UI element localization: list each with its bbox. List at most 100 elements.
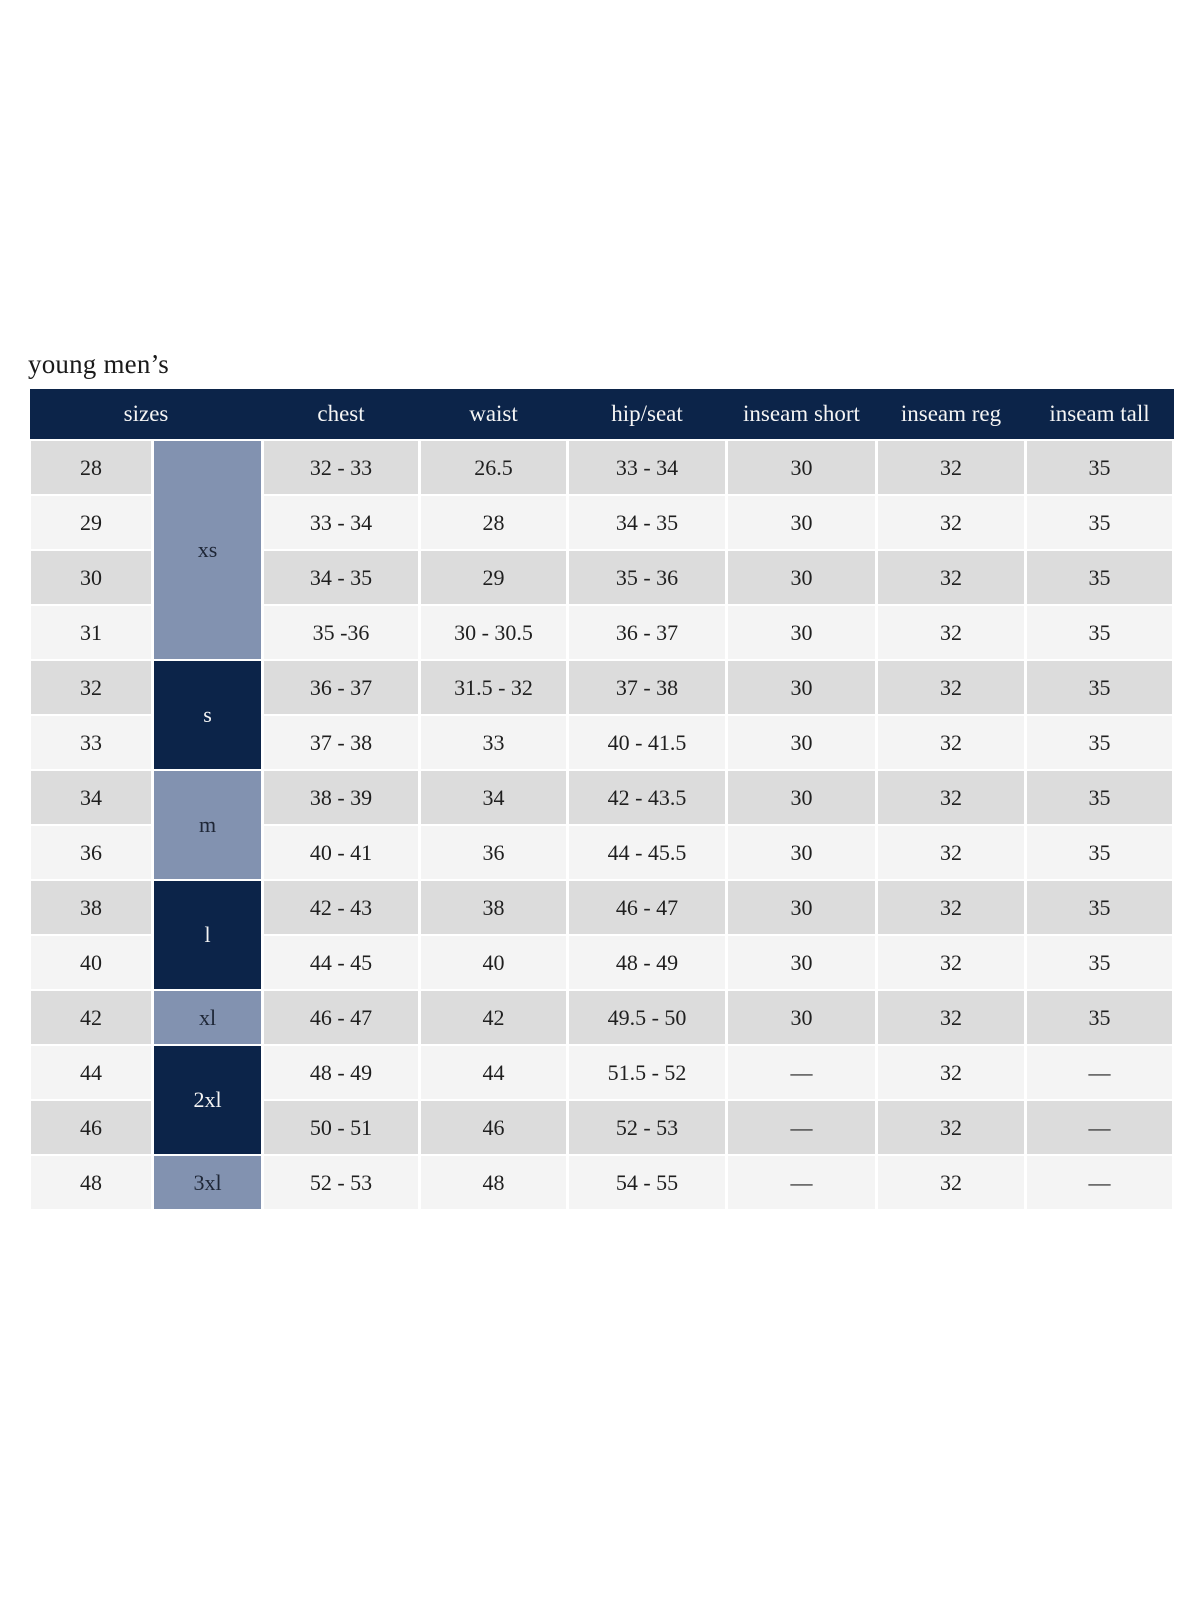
chest-cell: 32 - 33 [261,439,421,496]
hip-seat-cell: 46 - 47 [566,879,728,936]
size-cell: 29 [28,494,154,551]
inseam-tall-cell: 35 [1024,549,1175,606]
inseam-short-cell: 30 [725,549,878,606]
hip-seat-cell: 49.5 - 50 [566,989,728,1046]
chest-cell: 35 -36 [261,604,421,661]
inseam-reg-cell: 32 [875,824,1027,881]
inseam-reg-cell: 32 [875,714,1027,771]
size-cell: 28 [28,439,154,496]
chest-cell: 33 - 34 [261,494,421,551]
inseam-short-cell: 30 [725,604,878,661]
table-row: 40 44 - 45 40 48 - 49 30 32 35 [28,934,1175,991]
table-row: 33 37 - 38 33 40 - 41.5 30 32 35 [28,714,1175,771]
size-cell: 31 [28,604,154,661]
inseam-reg-cell: 32 [875,494,1027,551]
size-cell: 40 [28,934,154,991]
table-row: 48 3xl 52 - 53 48 54 - 55—32— [28,1154,1175,1211]
inseam-short-cell: 30 [725,989,878,1046]
table-row: 42 xl 46 - 47 42 49.5 - 50 30 32 35 [28,989,1175,1046]
hip-seat-cell: 48 - 49 [566,934,728,991]
table-row: 32 s 36 - 37 31.5 - 32 37 - 38 30 32 35 [28,659,1175,771]
table-header-row: sizes chest waist hip/seat inseam short insea… [29,389,1174,441]
size-group-cell: l [151,879,264,991]
hip-seat-cell: 37 - 38 [566,659,728,716]
chest-cell: 40 - 41 [261,824,421,881]
size-cell: 42 [28,989,154,1046]
waist-cell: 28 [418,494,569,551]
hip-seat-cell: 51.5 - 52 [566,1044,728,1101]
waist-cell: 42 [418,989,569,1046]
size-group-cell: m [151,769,264,881]
hip-seat-cell: 52 - 53 [566,1099,728,1156]
chest-cell: 50 - 51 [261,1099,421,1156]
chest-cell: 38 - 39 [261,769,421,826]
size-group-cell: xl [151,989,264,1046]
table-row: 28 xs 32 - 33 26.5 33 - 34 30 32 35 [28,439,1175,661]
waist-cell: 26.5 [418,439,569,496]
waist-cell: 31.5 - 32 [418,659,569,716]
table-row: 36 40 - 41 36 44 - 45.5 30 32 35 [28,824,1175,881]
hip-seat-cell: 35 - 36 [566,549,728,606]
inseam-short-cell: 30 [725,769,878,826]
size-cell: 38 [28,879,154,936]
hip-seat-cell: 42 - 43.5 [566,769,728,826]
inseam-short-cell: — [725,1154,878,1211]
table-row: 46 50 - 51 46 52 - 53—32— [28,1099,1175,1156]
table-row: 31 35 -36 30 - 30.5 36 - 37 30 32 35 [28,604,1175,661]
size-group-cell: 2xl [151,1044,264,1156]
hip-seat-cell: 36 - 37 [566,604,728,661]
size-group-cell: 3xl [151,1154,264,1211]
inseam-tall-cell: — [1024,1044,1175,1101]
size-cell: 34 [28,769,154,826]
header-cell-waist: waist [419,389,568,441]
inseam-reg-cell: 32 [875,1099,1027,1156]
waist-cell: 30 - 30.5 [418,604,569,661]
table-row: 34 m 38 - 39 34 42 - 43.5 30 32 35 [28,769,1175,881]
size-cell: 46 [28,1099,154,1156]
header-cell-inseam_short: inseam short [726,389,877,441]
header-cell-inseam_reg: inseam reg [876,389,1026,441]
waist-cell: 40 [418,934,569,991]
inseam-reg-cell: 32 [875,549,1027,606]
waist-cell: 38 [418,879,569,936]
inseam-tall-cell: 35 [1024,989,1175,1046]
table-row: 38 l 42 - 43 38 46 - 47 30 32 35 [28,879,1175,991]
inseam-reg-cell: 32 [875,1044,1027,1101]
inseam-tall-cell: 35 [1024,934,1175,991]
inseam-tall-cell: 35 [1024,604,1175,661]
chest-cell: 46 - 47 [261,989,421,1046]
chest-cell: 34 - 35 [261,549,421,606]
hip-seat-cell: 54 - 55 [566,1154,728,1211]
inseam-tall-cell: 35 [1024,824,1175,881]
inseam-reg-cell: 32 [875,1154,1027,1211]
size-group-cell: s [151,659,264,771]
table-row: 30 34 - 35 29 35 - 36 30 32 35 [28,549,1175,606]
table-body: 28 xs 32 - 33 26.5 33 - 34 30 32 35 29 33 - 34 28 3… [28,439,1175,1211]
size-chart-table: sizes chest waist hip/seat inseam short insea… [28,389,1175,1211]
inseam-tall-cell: — [1024,1099,1175,1156]
inseam-short-cell: 30 [725,879,878,936]
inseam-tall-cell: 35 [1024,494,1175,551]
header-cell-hip_seat: hip/seat [567,389,727,441]
inseam-short-cell: — [725,1044,878,1101]
waist-cell: 36 [418,824,569,881]
waist-cell: 48 [418,1154,569,1211]
chest-cell: 48 - 49 [261,1044,421,1101]
inseam-short-cell: — [725,1099,878,1156]
inseam-short-cell: 30 [725,934,878,991]
table-row: 44 2xl 48 - 49 44 51.5 - 52—32— [28,1044,1175,1156]
inseam-tall-cell: 35 [1024,439,1175,496]
inseam-reg-cell: 32 [875,934,1027,991]
inseam-short-cell: 30 [725,659,878,716]
inseam-tall-cell: 35 [1024,769,1175,826]
size-cell: 33 [28,714,154,771]
inseam-short-cell: 30 [725,439,878,496]
chest-cell: 42 - 43 [261,879,421,936]
hip-seat-cell: 40 - 41.5 [566,714,728,771]
chest-cell: 52 - 53 [261,1154,421,1211]
inseam-reg-cell: 32 [875,604,1027,661]
inseam-tall-cell: 35 [1024,714,1175,771]
hip-seat-cell: 44 - 45.5 [566,824,728,881]
hip-seat-cell: 34 - 35 [566,494,728,551]
